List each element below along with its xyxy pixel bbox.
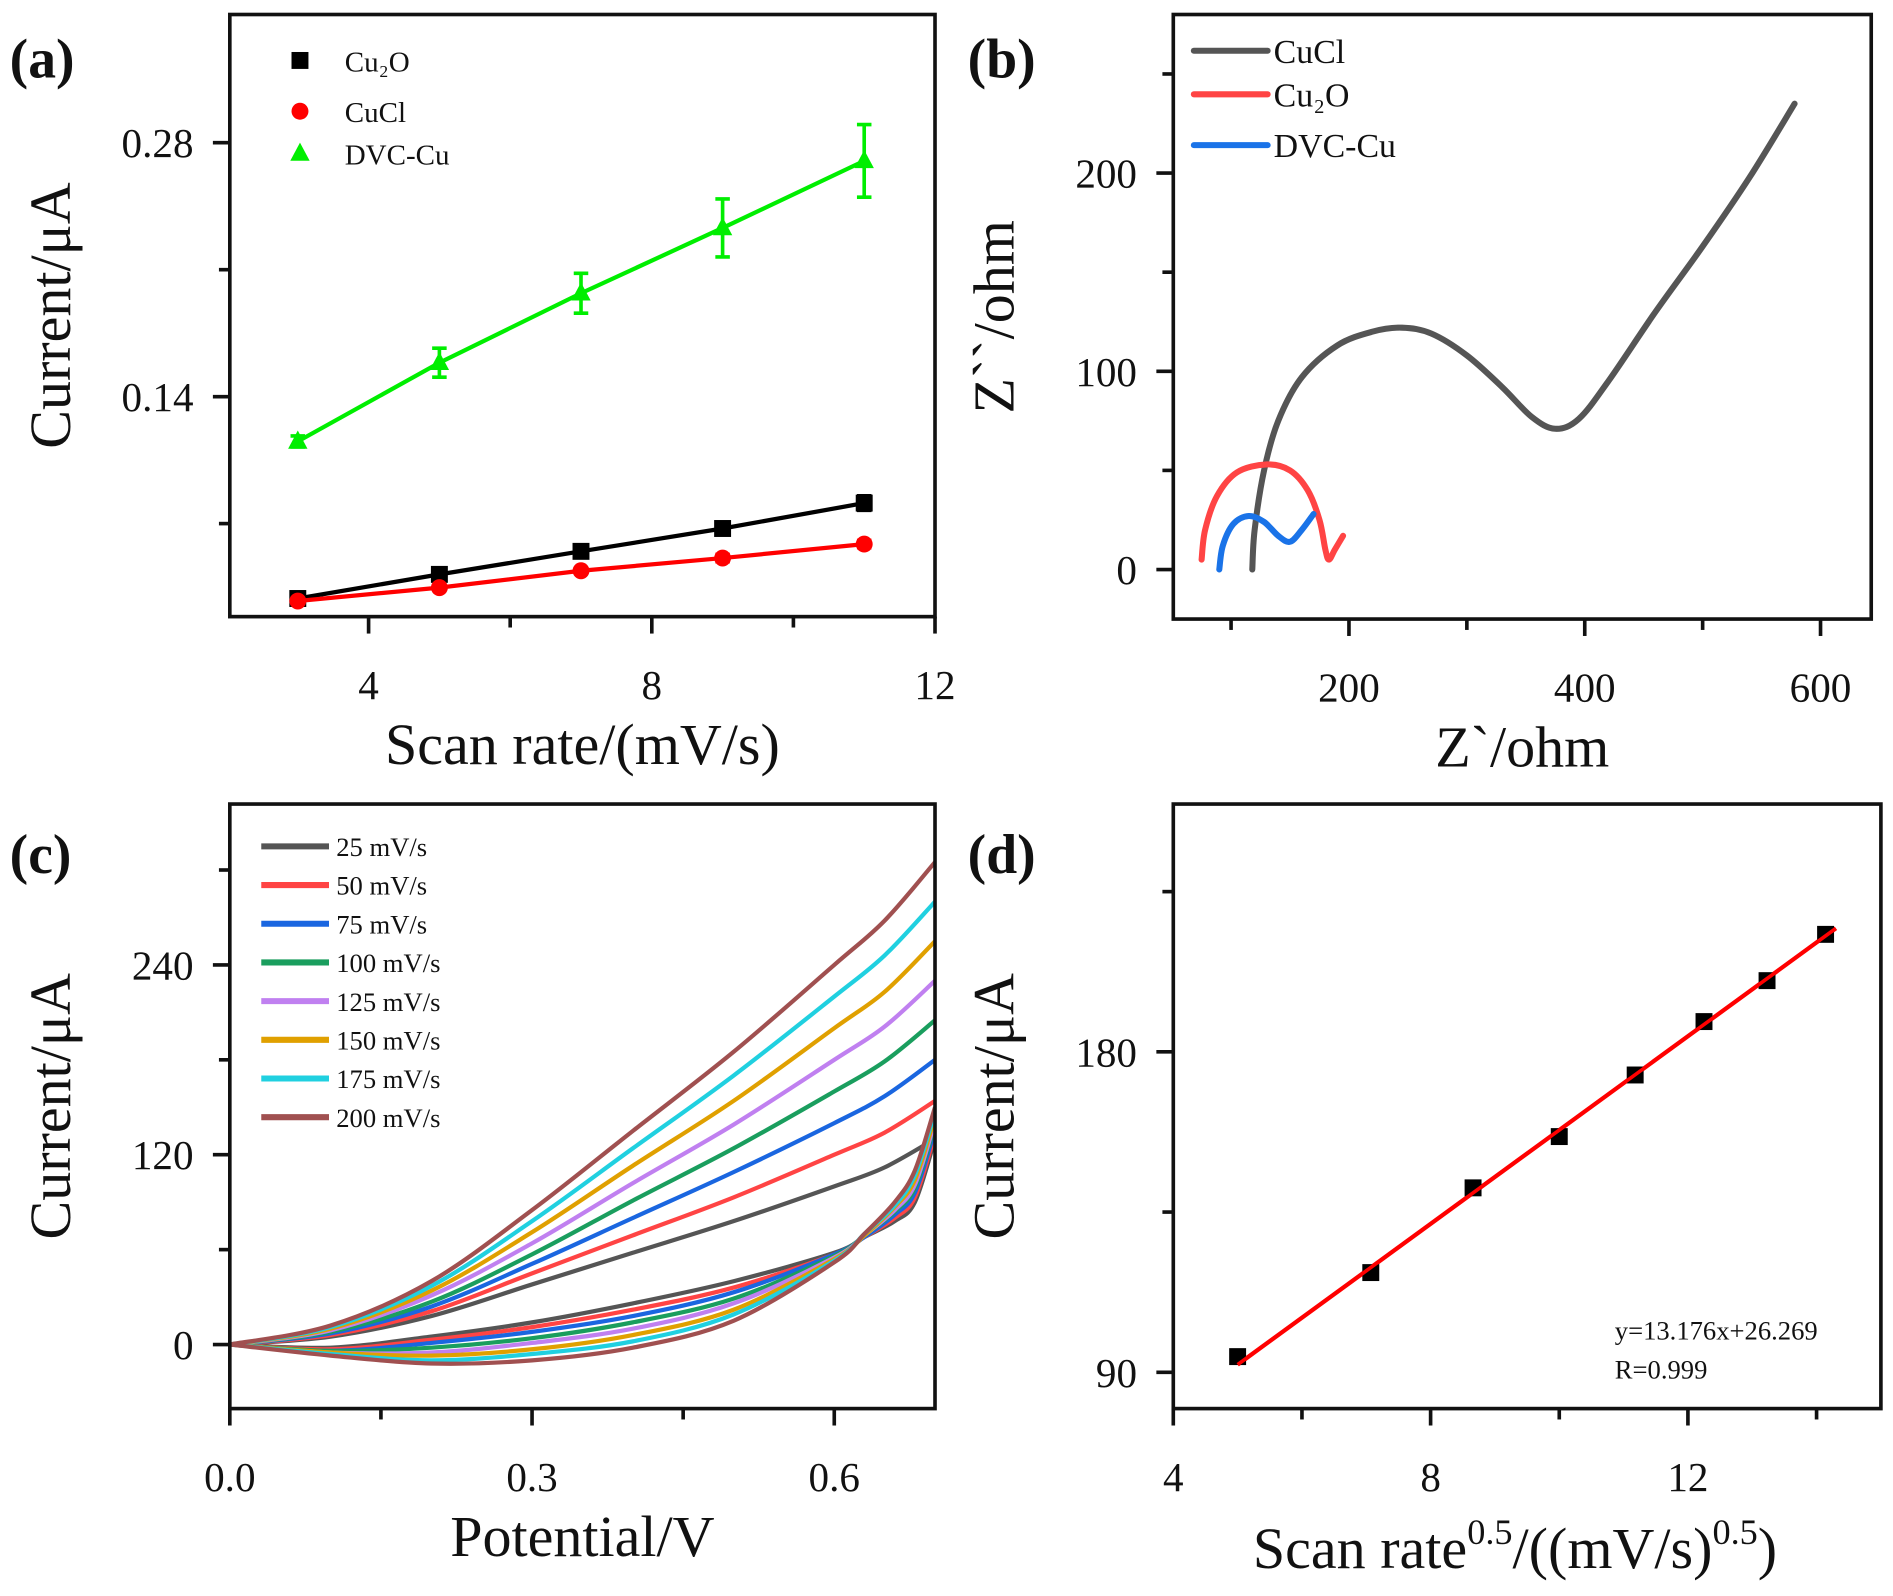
data-point (714, 549, 732, 567)
legend-label: 100 mV/s (336, 948, 440, 978)
x-axis-title-part: ) (1758, 1516, 1777, 1581)
y-axis-title: Z``/ohm (962, 220, 1027, 413)
x-tick-label: 0.3 (506, 1454, 557, 1500)
x-axis-title-part: /((mV/s) (1513, 1516, 1713, 1581)
x-tick-label: 400 (1554, 664, 1616, 710)
legend-label: 75 mV/s (336, 909, 427, 939)
x-axis-title-superscript: 0.5 (1467, 1512, 1512, 1552)
series-line-0 (1249, 100, 1798, 573)
y-tick-label: 0 (173, 1322, 194, 1368)
data-point (1362, 1264, 1380, 1282)
series-line-1 (1198, 461, 1347, 563)
legend-label: DVC-Cu (345, 139, 450, 171)
x-tick-label: 0.6 (809, 1454, 860, 1500)
data-point (854, 149, 874, 169)
panel-label: (c) (10, 824, 72, 886)
chart-panel-a: (a) 4 8 12 0.14 0.28 Scan rate/(mV/s) Current/μ… (10, 12, 956, 777)
plot-area (229, 860, 936, 1366)
legend-label: Cu₂O (1274, 77, 1350, 114)
y-axis-title: Current/μA (18, 973, 83, 1239)
panel-label: (a) (10, 28, 75, 90)
x-tick-label: 12 (914, 662, 955, 708)
data-point (430, 565, 448, 583)
legend-label: 25 mV/s (336, 832, 427, 862)
x-tick-label: 200 (1318, 664, 1380, 710)
plot-frame (1171, 12, 1874, 621)
cv-curve-7 (229, 860, 936, 1366)
data-point (714, 520, 732, 537)
data-point (288, 430, 308, 449)
x-axis-title: Scan rate/(mV/s) (385, 712, 780, 777)
x-axis-title: Scan rate0.5/((mV/s)0.5) (1253, 1512, 1777, 1581)
data-point (572, 562, 590, 580)
plot-area (1229, 925, 1838, 1367)
legend-label: Cu₂O (345, 46, 410, 78)
data-point (855, 494, 873, 512)
data-point (571, 282, 591, 301)
legend-marker (291, 51, 309, 69)
x-tick-label: 8 (642, 662, 663, 708)
plot-frame (228, 12, 937, 619)
data-point (289, 592, 307, 610)
x-tick-label: 12 (1667, 1454, 1708, 1500)
y-tick-label: 100 (1075, 349, 1137, 395)
legend-label: CuCl (1274, 34, 1346, 71)
y-axis-title: Current/μA (18, 182, 83, 448)
panel-label: (d) (968, 824, 1036, 886)
y-tick-label: 240 (132, 942, 194, 988)
chart-panel-c: (c) 0.0 0.3 0.6 0 120 240 Potential/V Current/μA… (10, 802, 937, 1569)
y-tick-label: 200 (1075, 151, 1137, 197)
data-point (572, 542, 590, 560)
x-tick-label: 4 (358, 662, 379, 708)
legend-label: CuCl (345, 97, 406, 129)
legend-label: 200 mV/s (336, 1103, 440, 1133)
x-axis-title-part: Scan rate (1253, 1516, 1467, 1581)
legend-label: DVC-Cu (1274, 128, 1396, 165)
data-point (855, 535, 873, 553)
y-tick-label: 0.28 (122, 120, 194, 166)
y-tick-label: 90 (1096, 1350, 1137, 1396)
legend-label: 125 mV/s (336, 987, 440, 1017)
plot-frame (228, 802, 937, 1411)
y-tick-label: 0.14 (122, 374, 194, 420)
fit-equation: y=13.176x+26.269 (1615, 1316, 1818, 1346)
data-point (429, 351, 450, 370)
plot-frame (1171, 802, 1883, 1411)
y-tick-label: 120 (132, 1132, 194, 1178)
x-tick-label: 8 (1420, 1454, 1441, 1500)
plot-area (288, 122, 874, 610)
panel-label: (b) (968, 28, 1036, 90)
legend-marker (290, 142, 310, 161)
legend-label: 150 mV/s (336, 1025, 440, 1055)
x-axis-title: Potential/V (450, 1504, 714, 1569)
y-tick-label: 180 (1075, 1029, 1137, 1075)
fit-r-value: R=0.999 (1615, 1354, 1708, 1384)
x-axis-title: Z`/ohm (1435, 715, 1609, 780)
plot-area (1198, 100, 1798, 573)
y-tick-label: 0 (1116, 547, 1137, 593)
fit-line-overlay (1236, 926, 1837, 1367)
data-point (430, 579, 448, 597)
x-axis-title-superscript: 0.5 (1712, 1512, 1757, 1552)
series-line-2 (1216, 510, 1317, 573)
x-tick-label: 4 (1163, 1454, 1184, 1500)
x-tick-label: 600 (1790, 664, 1852, 710)
legend-label: 50 mV/s (336, 871, 427, 901)
y-axis-title: Current/μA (962, 973, 1027, 1239)
data-point (712, 217, 733, 236)
legend-marker (291, 102, 309, 120)
legend-label: 175 mV/s (336, 1064, 440, 1094)
x-tick-label: 0.0 (204, 1454, 255, 1500)
chart-panel-b: (b) 200 400 600 0 100 200 Z`/ohm Z``/ohm CuCl Cu₂O… (962, 12, 1874, 780)
